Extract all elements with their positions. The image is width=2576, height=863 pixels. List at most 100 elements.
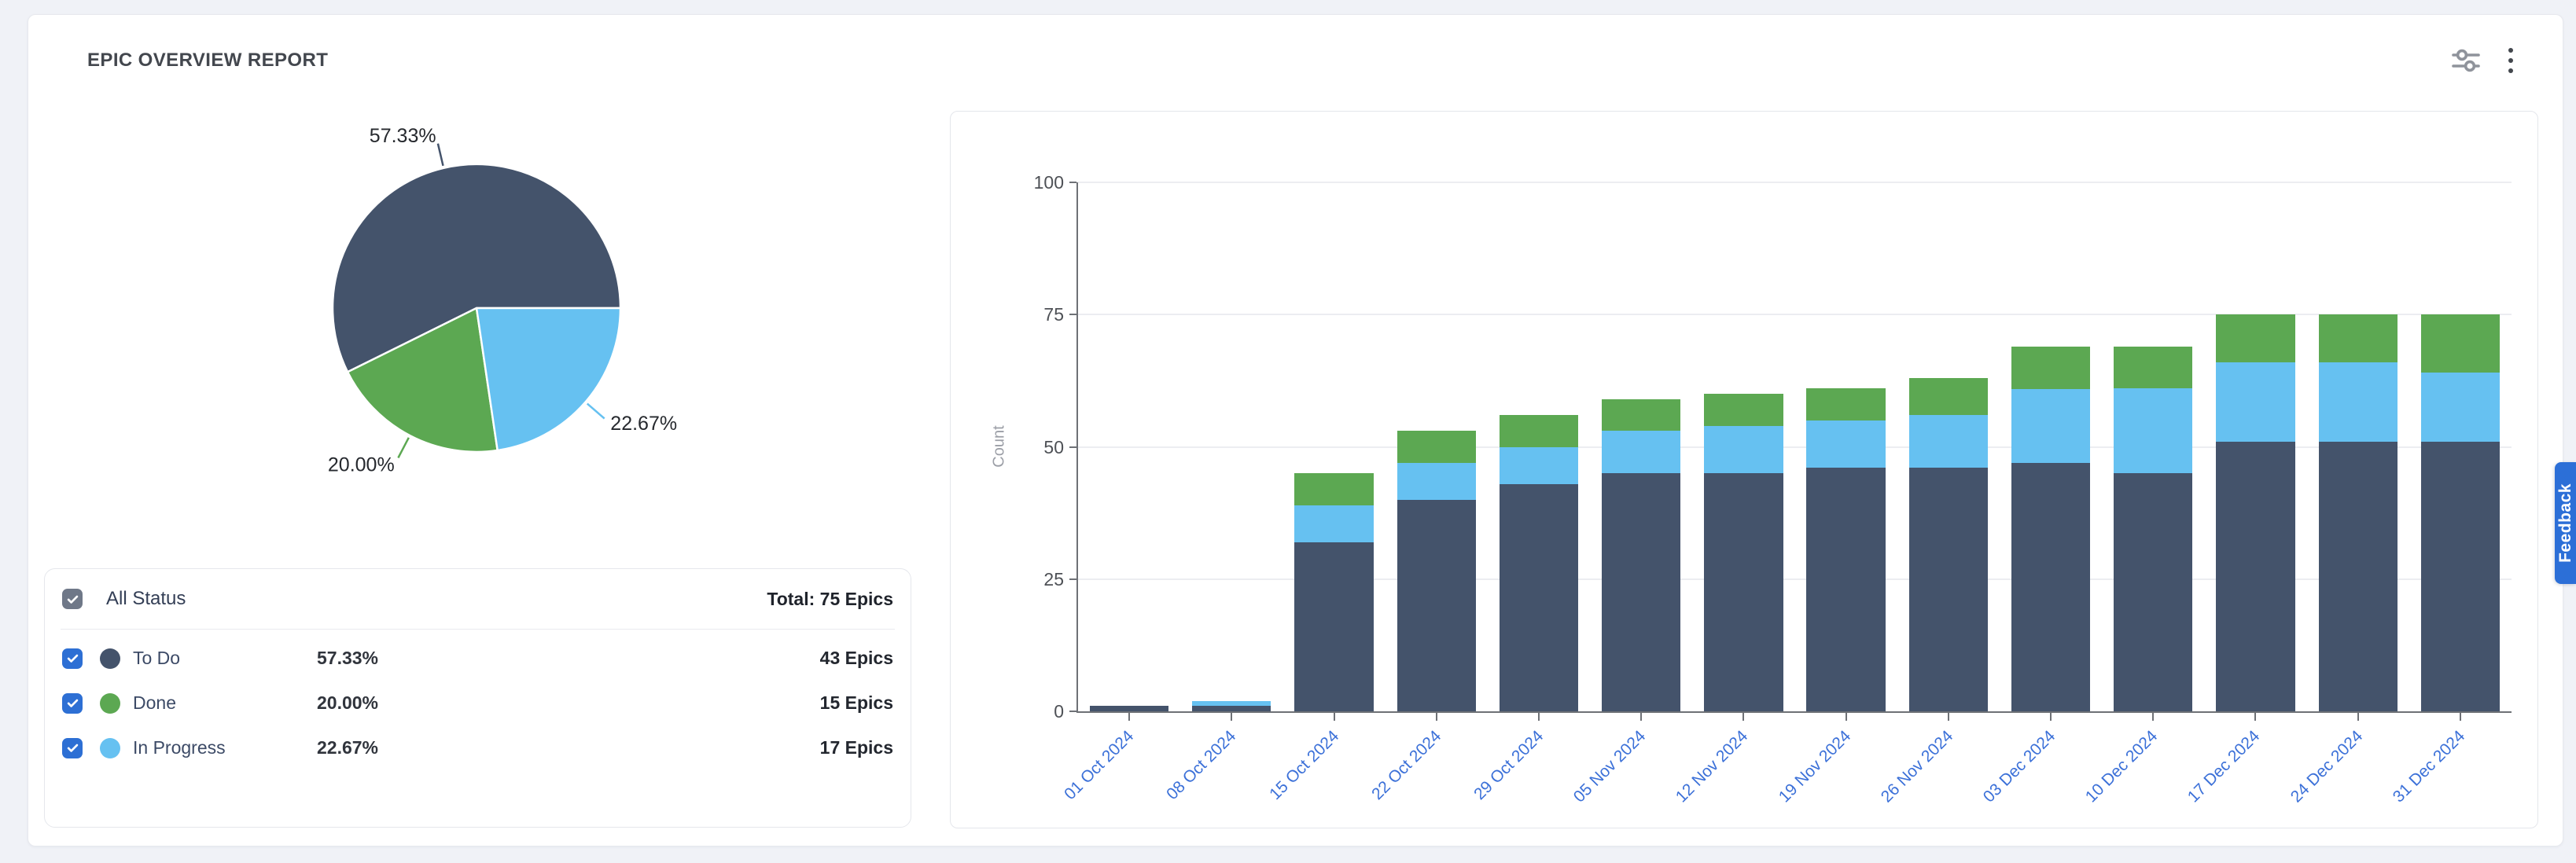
bar-segment-in-progress[interactable] xyxy=(2420,373,2500,442)
legend-header-row: All Status Total: 75 Epics xyxy=(62,569,893,629)
bar-segment-in-progress[interactable] xyxy=(2216,362,2295,442)
bar-segment-in-progress[interactable] xyxy=(2318,362,2398,442)
bar-segment-done[interactable] xyxy=(1806,388,1886,420)
status-color-dot-in-progress xyxy=(100,737,120,758)
stacked-bar-15-oct-2024[interactable] xyxy=(1294,473,1374,711)
x-axis-tick xyxy=(1537,713,1540,721)
stacked-bar-29-oct-2024[interactable] xyxy=(1499,415,1579,711)
y-axis-tick xyxy=(1069,578,1076,580)
legend-row-done: Done 20.00% 15 Epics xyxy=(62,681,893,725)
bar-segment-done[interactable] xyxy=(2420,314,2500,373)
stacked-bar-17-dec-2024[interactable] xyxy=(2216,314,2295,711)
x-axis-date-label: 19 Nov 2024 xyxy=(1775,727,1854,806)
gridline-y-75 xyxy=(1078,314,2512,316)
stacked-bar-08-oct-2024[interactable] xyxy=(1192,700,1271,711)
bar-segment-in-progress[interactable] xyxy=(1704,425,1783,474)
x-axis-date-label: 10 Dec 2024 xyxy=(2082,727,2162,806)
all-status-checkbox[interactable] xyxy=(62,589,83,609)
x-axis-tick xyxy=(2152,713,2155,721)
bar-segment-done[interactable] xyxy=(2216,314,2295,362)
y-axis-tick xyxy=(1069,314,1076,316)
feedback-button-label: Feedback xyxy=(2556,483,2574,563)
bar-segment-to-do[interactable] xyxy=(2011,462,2091,711)
stacked-bar-03-dec-2024[interactable] xyxy=(2011,346,2091,711)
bar-segment-to-do[interactable] xyxy=(2420,441,2500,711)
bar-segment-to-do[interactable] xyxy=(1602,473,1681,711)
bar-column-01-oct-2024 xyxy=(1078,182,1180,711)
bar-segment-in-progress[interactable] xyxy=(1908,415,1988,468)
y-axis-tick-label: 75 xyxy=(1043,304,1064,325)
pie-slice-in-progress[interactable] xyxy=(475,307,622,452)
bar-segment-in-progress[interactable] xyxy=(1499,446,1579,484)
feedback-button[interactable]: Feedback xyxy=(2555,462,2576,584)
bar-column-08-oct-2024 xyxy=(1180,182,1282,711)
bar-segment-done[interactable] xyxy=(1294,473,1374,505)
bar-column-17-dec-2024 xyxy=(2204,182,2306,711)
pie-slice-to-do[interactable] xyxy=(331,163,622,373)
bar-column-29-oct-2024 xyxy=(1488,182,1590,711)
stacked-bar-31-dec-2024[interactable] xyxy=(2420,314,2500,711)
checkbox-done[interactable] xyxy=(62,692,83,714)
legend-label: Done xyxy=(133,692,176,713)
stacked-bar-chart-plot-area: 0 25 50 75 100 01 Oct 2024 08 Oct 2024 15 Oct 2… xyxy=(1034,172,2512,806)
bar-segment-done[interactable] xyxy=(1602,398,1681,432)
bar-segment-done[interactable] xyxy=(2114,346,2193,389)
x-axis-date-label: 01 Oct 2024 xyxy=(1061,727,1138,804)
x-axis-date-label: 26 Nov 2024 xyxy=(1877,727,1957,806)
stacked-bar-01-oct-2024[interactable] xyxy=(1089,706,1169,711)
stacked-bar-10-dec-2024[interactable] xyxy=(2114,346,2193,711)
bar-segment-to-do[interactable] xyxy=(2216,441,2295,711)
bar-column-22-oct-2024 xyxy=(1386,182,1488,711)
epics-over-time-chart-card: Count 0 25 50 75 100 01 Oct 2024 08 Oct 2024 15… xyxy=(950,111,2538,828)
pie-slice-done[interactable] xyxy=(346,307,499,454)
bar-segment-to-do[interactable] xyxy=(1089,706,1169,711)
stacked-bar-24-dec-2024[interactable] xyxy=(2318,314,2398,711)
bar-segment-done[interactable] xyxy=(1908,378,1988,416)
bar-segment-to-do[interactable] xyxy=(1397,499,1476,711)
bar-segment-in-progress[interactable] xyxy=(1294,505,1374,542)
bar-segment-to-do[interactable] xyxy=(1192,706,1271,711)
bar-segment-in-progress[interactable] xyxy=(2114,388,2193,474)
checkbox-to-do[interactable] xyxy=(62,648,83,669)
bar-segment-in-progress[interactable] xyxy=(1806,420,1886,468)
filter-settings-icon[interactable] xyxy=(2450,46,2482,75)
bar-segment-done[interactable] xyxy=(1704,394,1783,426)
x-axis-tick xyxy=(1640,713,1643,721)
x-axis-tick xyxy=(1128,713,1131,721)
bar-segment-to-do[interactable] xyxy=(1908,468,1988,711)
y-axis-tick xyxy=(1069,446,1076,448)
x-axis-date-label: 31 Dec 2024 xyxy=(2389,727,2469,806)
bar-segment-in-progress[interactable] xyxy=(2011,388,2091,463)
pie-label-leader-line xyxy=(436,143,444,167)
bar-segment-in-progress[interactable] xyxy=(1602,431,1681,474)
stacked-bar-05-nov-2024[interactable] xyxy=(1602,398,1681,711)
bar-segment-in-progress[interactable] xyxy=(1397,462,1476,500)
checkbox-in-progress[interactable] xyxy=(62,737,83,758)
bar-segment-to-do[interactable] xyxy=(2318,441,2398,711)
pie-slice-percentage-label: 22.67% xyxy=(610,413,677,435)
bar-segment-to-do[interactable] xyxy=(1806,468,1886,711)
legend-percent-value: 20.00% xyxy=(317,692,379,713)
bar-segment-done[interactable] xyxy=(2011,346,2091,389)
pie-slice-percentage-label: 20.00% xyxy=(328,454,395,476)
legend-label: In Progress xyxy=(133,737,226,758)
bar-column-05-nov-2024 xyxy=(1590,182,1692,711)
bar-segment-to-do[interactable] xyxy=(1294,542,1374,711)
x-axis-tick xyxy=(2357,713,2359,721)
bar-segment-done[interactable] xyxy=(2318,314,2398,362)
bar-column-26-nov-2024 xyxy=(1897,182,2000,711)
stacked-bar-26-nov-2024[interactable] xyxy=(1908,378,1988,711)
pie-slice-percentage-label: 57.33% xyxy=(370,125,436,147)
bar-segment-done[interactable] xyxy=(1397,431,1476,463)
bar-segment-to-do[interactable] xyxy=(1499,483,1579,711)
bar-segment-to-do[interactable] xyxy=(1704,473,1783,711)
bar-segment-done[interactable] xyxy=(1499,415,1579,447)
status-legend-panel: All Status Total: 75 Epics To Do 57.33% 43… xyxy=(44,568,911,828)
stacked-bar-22-oct-2024[interactable] xyxy=(1397,431,1476,711)
bar-segment-to-do[interactable] xyxy=(2114,473,2193,711)
stacked-bar-19-nov-2024[interactable] xyxy=(1806,388,1886,711)
legend-label: To Do xyxy=(133,648,181,668)
stacked-bar-12-nov-2024[interactable] xyxy=(1704,394,1783,711)
kebab-menu-icon[interactable] xyxy=(2505,46,2516,75)
bar-segment-in-progress[interactable] xyxy=(1192,700,1271,707)
